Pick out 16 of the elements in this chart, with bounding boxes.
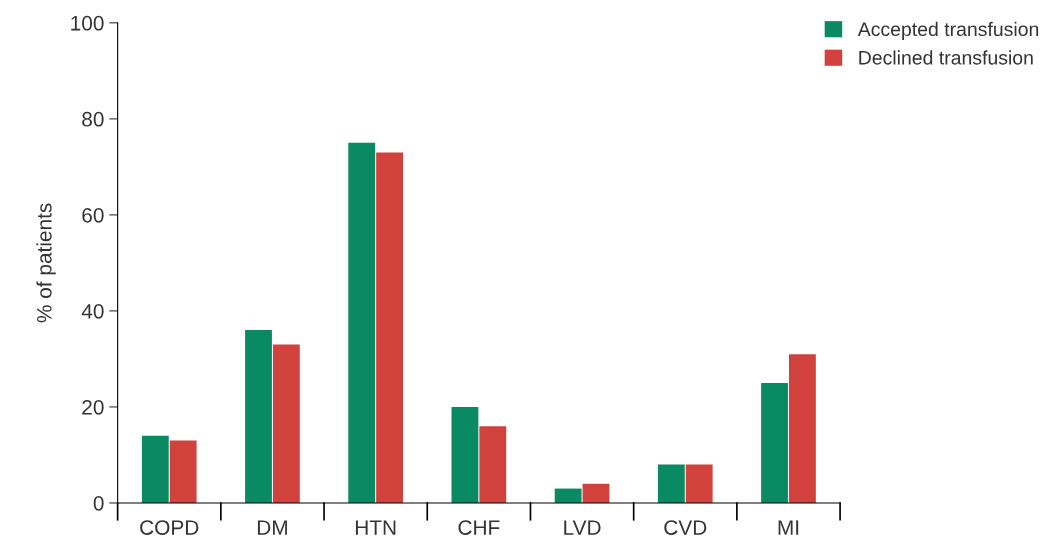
y-tick-label: 100 [71, 15, 104, 31]
y-tick-label: 60 [82, 207, 104, 223]
x-tick-label: LVD [564, 520, 601, 535]
legend-label: Accepted transfusion [857, 21, 1039, 40]
x-tick-label: HTN [355, 520, 396, 535]
y-tick-label: 20 [82, 399, 104, 415]
y-tick-label: 80 [82, 111, 104, 127]
x-tick-label: CVD [664, 520, 707, 535]
x-tick-label: MI [778, 520, 799, 535]
x-tick-label: COPD [140, 520, 199, 535]
y-axis-title: % of patients [36, 203, 56, 323]
y-tick-label: 40 [81, 303, 104, 319]
legend-label: Declined transfusion [859, 50, 1033, 65]
x-tick-label: DM [257, 520, 287, 535]
x-tick-label: CHF [458, 520, 500, 535]
y-tick-label: 0 [93, 495, 104, 511]
